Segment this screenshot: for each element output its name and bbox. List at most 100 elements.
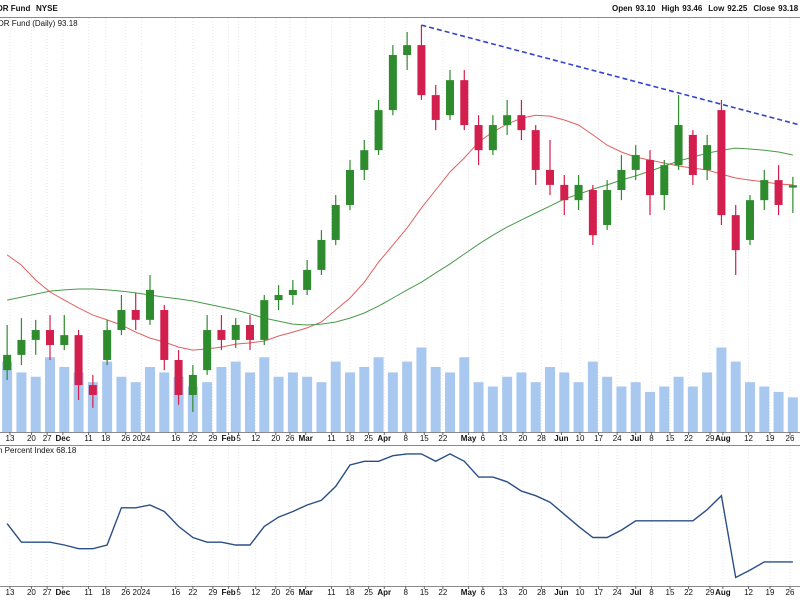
candle-body xyxy=(517,115,526,131)
x-tick-label: 8 xyxy=(403,434,408,443)
quote-label: Close xyxy=(753,4,775,13)
x-tick-label: 17 xyxy=(594,588,603,597)
x-tick-label: 26 xyxy=(786,434,795,443)
volume-bar xyxy=(716,347,727,432)
x-tick-label: Mar xyxy=(299,434,313,443)
x-tick-label: 11 xyxy=(327,434,336,443)
x-tick-label: 18 xyxy=(346,588,355,597)
x-tick-label: May xyxy=(461,434,477,443)
x-tick-label: 8 xyxy=(403,588,408,597)
volume-bar xyxy=(73,372,84,432)
volume-bar xyxy=(287,372,298,432)
x-tick-label: 5 xyxy=(236,434,241,443)
volume-bar xyxy=(773,391,784,432)
volume-bar xyxy=(16,372,27,432)
volume-bar xyxy=(530,382,541,432)
volume-bar xyxy=(545,367,555,432)
x-tick-label: 26 xyxy=(286,588,295,597)
candle-body xyxy=(403,45,412,56)
moving-average xyxy=(6,114,793,351)
volume-bar xyxy=(373,357,384,432)
volume-bar xyxy=(430,367,441,432)
volume-bar xyxy=(587,361,598,432)
volume-bar xyxy=(159,372,170,432)
x-tick-label: Feb xyxy=(221,434,235,443)
header: DR Fund NYSE Open 93.10 High 93.46 Low 92.25 C… xyxy=(0,4,800,18)
x-tick-label: 20 xyxy=(27,434,36,443)
x-tick-label: 18 xyxy=(346,434,355,443)
volume-bar xyxy=(445,372,455,432)
volume-bar xyxy=(2,361,13,432)
volume-bar xyxy=(45,357,55,432)
x-tick-label: 13 xyxy=(498,588,507,597)
candle-body xyxy=(117,309,126,331)
quote-value: 93.46 xyxy=(682,4,703,13)
volume-bar xyxy=(487,386,498,432)
volume-bar xyxy=(202,382,213,432)
candle-body xyxy=(103,330,112,360)
candle-body xyxy=(660,165,669,196)
candle-body xyxy=(217,330,226,340)
x-tick-label: 19 xyxy=(766,588,775,597)
quote-value: 93.18 xyxy=(778,4,799,13)
index-panel-title: h Percent Index 68.18 xyxy=(0,446,77,455)
volume-bar xyxy=(745,382,755,432)
volume-bar xyxy=(602,376,613,432)
x-tick-label: 15 xyxy=(666,588,675,597)
x-tick-label: 24 xyxy=(613,434,622,443)
candle-body xyxy=(688,134,697,176)
x-tick-label: 19 xyxy=(766,434,775,443)
x-tick-label: 8 xyxy=(649,588,654,597)
candle-body xyxy=(288,289,297,296)
volume-bar xyxy=(345,372,355,432)
candle-body xyxy=(260,300,269,340)
quote-label: High xyxy=(661,4,679,13)
candle-body xyxy=(188,374,197,395)
x-tick-label: 12 xyxy=(744,434,753,443)
volume-bar xyxy=(130,382,141,432)
candle-body xyxy=(360,150,369,170)
x-tick-label: 26 xyxy=(286,434,295,443)
candle-body xyxy=(503,115,512,126)
candle-body xyxy=(774,180,783,205)
index-line xyxy=(6,453,793,579)
candle-body xyxy=(446,80,454,116)
volume-bar xyxy=(59,367,70,432)
x-tick-label: 13 xyxy=(6,588,15,597)
x-tick-label: 20 xyxy=(271,434,280,443)
x-tick-label: 15 xyxy=(666,434,675,443)
x-tick-label: 10 xyxy=(576,588,585,597)
volume-bar xyxy=(459,357,470,432)
volume-bar xyxy=(30,376,41,432)
x-tick-label: 20 xyxy=(518,434,527,443)
volume-bar xyxy=(359,367,370,432)
x-tick-label: 29 xyxy=(208,588,217,597)
candle-body xyxy=(331,204,340,240)
quote-label: Low xyxy=(708,4,725,13)
x-tick-label: 25 xyxy=(364,434,373,443)
candle-body xyxy=(374,110,383,151)
volume-bar xyxy=(630,382,641,432)
candle-body xyxy=(788,185,797,188)
candle-body xyxy=(231,324,240,340)
volume-bar xyxy=(787,397,798,432)
x-tick-label: 13 xyxy=(6,434,15,443)
quote-label: Open xyxy=(612,4,633,13)
candle-body xyxy=(460,80,469,126)
x-tick-label: Jun xyxy=(554,434,568,443)
x-tick-label: 15 xyxy=(420,434,429,443)
x-tick-label: 15 xyxy=(420,588,429,597)
volume-bar xyxy=(759,386,770,432)
price-panel-title: DR Fund (Daily) 93.18 xyxy=(0,19,78,28)
volume-bar xyxy=(230,361,241,432)
x-tick-label: 27 xyxy=(43,434,52,443)
candle-body xyxy=(488,125,497,151)
volume-bar xyxy=(416,347,427,432)
volume-bar xyxy=(316,382,327,432)
candle-body xyxy=(417,45,426,96)
volume-bar xyxy=(116,376,127,432)
candle-body xyxy=(588,189,597,236)
quote-value: 93.10 xyxy=(635,4,656,13)
x-tick-label: 29 xyxy=(208,434,217,443)
